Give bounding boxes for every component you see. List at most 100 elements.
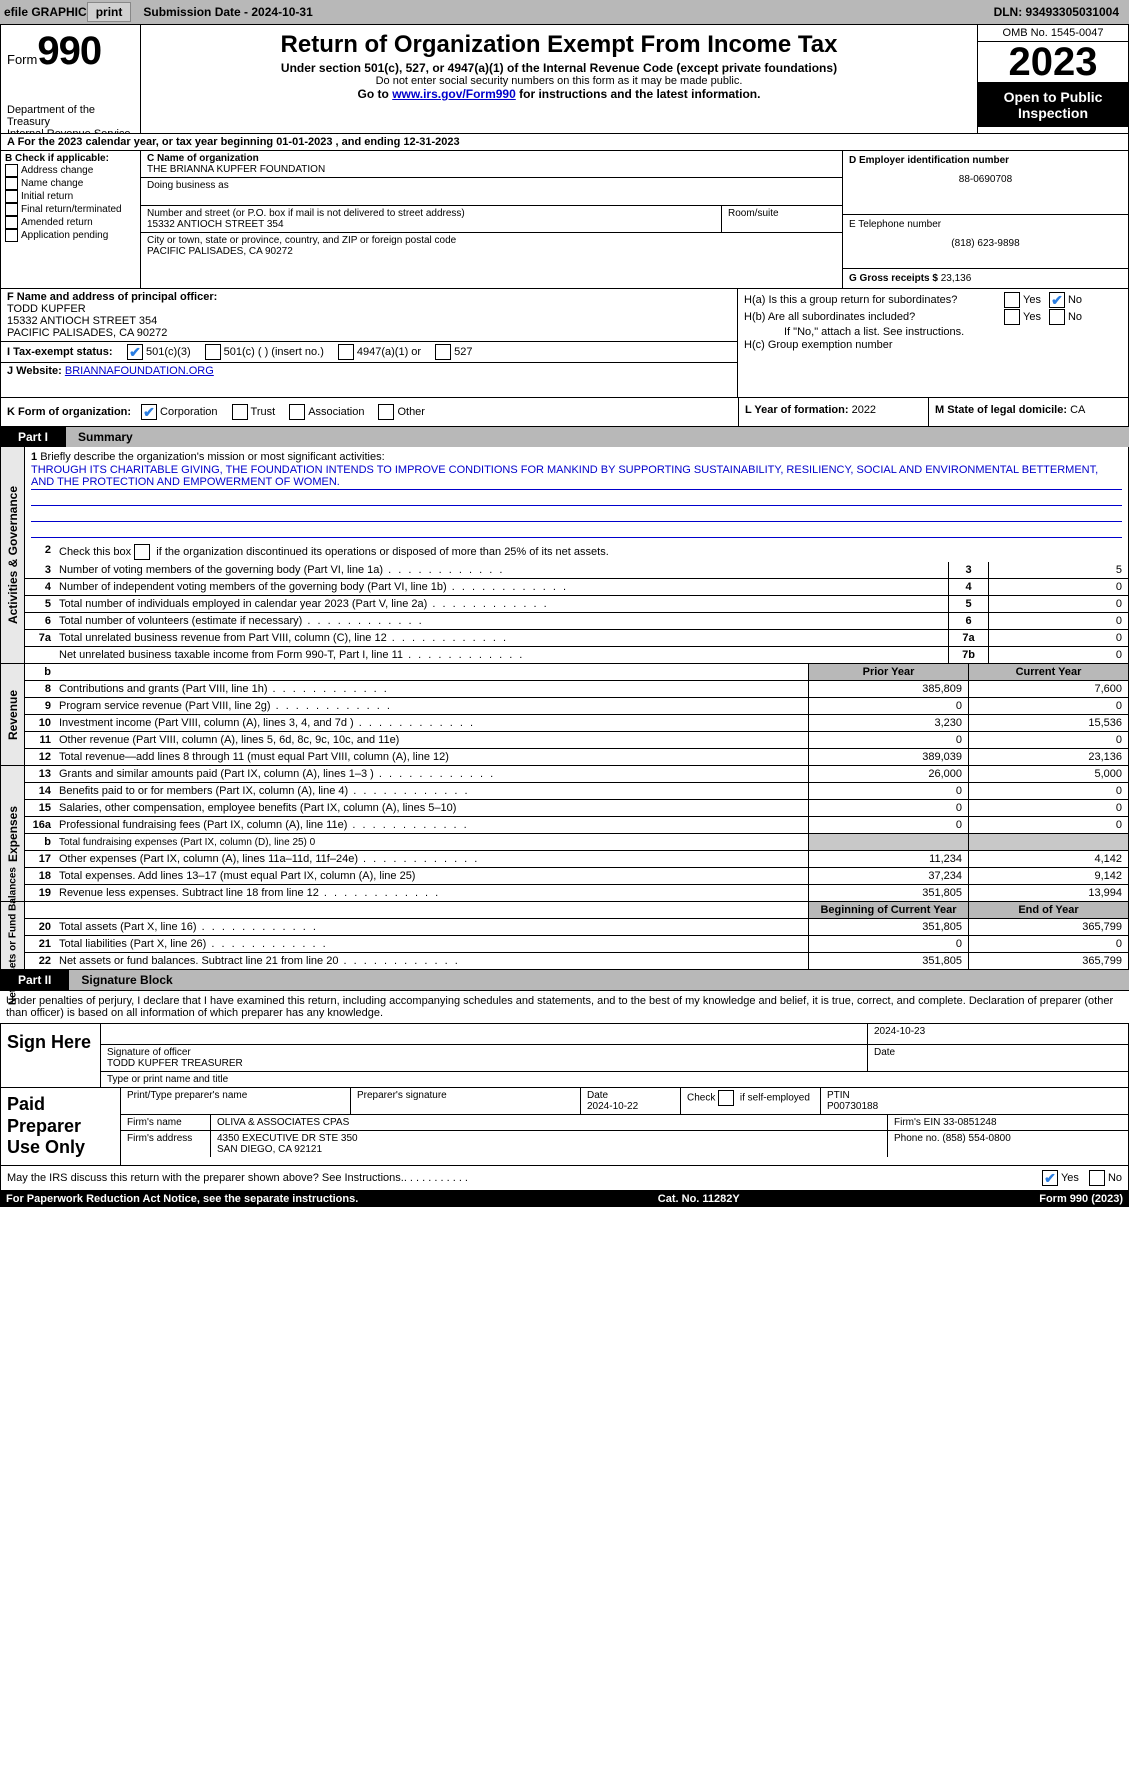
l6-value: 0 <box>988 613 1128 629</box>
efile-label: efile GRAPHIC <box>4 5 87 19</box>
l7a-text: Total unrelated business revenue from Pa… <box>59 632 387 644</box>
cb-amended-return[interactable] <box>5 216 18 229</box>
street-value: 15332 ANTIOCH STREET 354 <box>147 219 715 230</box>
f-label: F Name and address of principal officer: <box>7 291 217 303</box>
l8-cy: 7,600 <box>968 681 1128 697</box>
ssn-note: Do not enter social security numbers on … <box>147 75 971 87</box>
l10-text: Investment income (Part VIII, column (A)… <box>59 717 354 729</box>
l22-cy: 365,799 <box>968 953 1128 969</box>
hb-note: If "No," attach a list. See instructions… <box>744 326 964 338</box>
cb-app-pending[interactable] <box>5 229 18 242</box>
discuss-yes: Yes <box>1061 1172 1079 1184</box>
k-label: K Form of organization: <box>7 406 131 418</box>
cb-501c[interactable] <box>205 344 221 360</box>
discuss-row: May the IRS discuss this return with the… <box>0 1166 1129 1191</box>
l15-text: Salaries, other compensation, employee b… <box>59 802 456 814</box>
opt-trust: Trust <box>251 406 276 418</box>
cb-527[interactable] <box>435 344 451 360</box>
l10-py: 3,230 <box>808 715 968 731</box>
cb-association[interactable] <box>289 404 305 420</box>
boy-header: Beginning of Current Year <box>808 902 968 918</box>
mission-line-2 <box>31 490 1122 506</box>
col-b-check-applicable: B Check if applicable: Address change Na… <box>1 151 141 288</box>
l6-text: Total number of volunteers (estimate if … <box>59 615 302 627</box>
cb-address-change[interactable] <box>5 164 18 177</box>
cb-corporation[interactable] <box>141 404 157 420</box>
side-expenses: Expenses <box>6 805 20 861</box>
city-label: City or town, state or province, country… <box>147 235 836 246</box>
print-button[interactable]: print <box>87 2 132 22</box>
check-self-pre: Check <box>687 1093 718 1104</box>
cb-other[interactable] <box>378 404 394 420</box>
l2-text-pre: Check this box <box>59 546 134 558</box>
l19-cy: 13,994 <box>968 885 1128 901</box>
i-label: I Tax-exempt status: <box>7 346 127 358</box>
cb-discuss-no[interactable] <box>1089 1170 1105 1186</box>
l16a-cy: 0 <box>968 817 1128 833</box>
cb-final-return[interactable] <box>5 203 18 216</box>
sign-here-block: Sign Here 2024-10-23 Signature of office… <box>0 1023 1129 1088</box>
g-label: G Gross receipts $ <box>849 273 938 284</box>
l22-py: 351,805 <box>808 953 968 969</box>
type-name-label: Type or print name and title <box>101 1072 1128 1087</box>
l14-cy: 0 <box>968 783 1128 799</box>
cb-ha-yes[interactable] <box>1004 292 1020 308</box>
sig-officer-label: Signature of officer <box>107 1047 861 1058</box>
cb-hb-no[interactable] <box>1049 309 1065 325</box>
website-link[interactable]: BRIANNAFOUNDATION.ORG <box>65 365 214 377</box>
gross-value: 23,136 <box>941 273 972 284</box>
goto-post: for instructions and the latest informat… <box>516 87 761 101</box>
cb-4947[interactable] <box>338 344 354 360</box>
opt-501c3: 501(c)(3) <box>146 346 191 358</box>
cb-self-employed[interactable] <box>718 1090 734 1106</box>
cb-ha-no[interactable] <box>1049 292 1065 308</box>
firm-addr1: 4350 EXECUTIVE DR STE 350 <box>217 1133 881 1144</box>
cb-discontinued[interactable] <box>134 544 150 560</box>
row-a-calendar-year: A For the 2023 calendar year, or tax yea… <box>0 133 1129 151</box>
l21-text: Total liabilities (Part X, line 26) <box>59 938 206 950</box>
discuss-no: No <box>1108 1172 1122 1184</box>
l11-text: Other revenue (Part VIII, column (A), li… <box>59 734 399 746</box>
mission-line-4 <box>31 522 1122 538</box>
form-header-row: Form990 Department of the Treasury Inter… <box>0 25 1129 145</box>
l13-text: Grants and similar amounts paid (Part IX… <box>59 768 374 780</box>
firm-ein: 33-0851248 <box>943 1117 996 1128</box>
ptin-label: PTIN <box>827 1090 1122 1101</box>
opt-527: 527 <box>454 346 472 358</box>
section-k-l-m: K Form of organization: Corporation Trus… <box>0 398 1129 427</box>
revenue-section: Revenue bPrior YearCurrent Year 8Contrib… <box>0 664 1129 766</box>
opt-501c: 501(c) ( ) (insert no.) <box>224 346 324 358</box>
open-public-badge: Open to Public Inspection <box>978 83 1128 127</box>
l11-py: 0 <box>808 732 968 748</box>
l5-text: Total number of individuals employed in … <box>59 598 427 610</box>
street-label: Number and street (or P.O. box if mail i… <box>147 208 715 219</box>
l15-cy: 0 <box>968 800 1128 816</box>
l11-cy: 0 <box>968 732 1128 748</box>
l4-text: Number of independent voting members of … <box>59 581 447 593</box>
l3-value: 5 <box>988 562 1128 578</box>
prep-date-label: Date <box>587 1090 674 1101</box>
line-1-mission: 1 Briefly describe the organization's mi… <box>25 447 1128 542</box>
firm-ein-label: Firm's EIN <box>894 1117 940 1128</box>
j-label: J Website: <box>7 365 62 377</box>
check-self-post: if self-employed <box>737 1093 810 1104</box>
cb-trust[interactable] <box>232 404 248 420</box>
form-number: Form990 <box>7 29 134 74</box>
opt-name-change: Name change <box>21 178 83 189</box>
dept-treasury: Department of the Treasury <box>7 104 134 128</box>
part-ii-header: Part II Signature Block <box>0 970 1129 990</box>
col-c-org-info: C Name of organization THE BRIANNA KUPFE… <box>141 151 843 288</box>
l10-cy: 15,536 <box>968 715 1128 731</box>
l17-py: 11,234 <box>808 851 968 867</box>
form-word: Form <box>7 52 37 67</box>
firm-name: OLIVA & ASSOCIATES CPAS <box>211 1115 888 1130</box>
cb-501c3[interactable] <box>127 344 143 360</box>
cb-name-change[interactable] <box>5 177 18 190</box>
room-label: Room/suite <box>722 206 842 232</box>
cb-discuss-yes[interactable] <box>1042 1170 1058 1186</box>
l20-text: Total assets (Part X, line 16) <box>59 921 197 933</box>
cb-hb-yes[interactable] <box>1004 309 1020 325</box>
hb-label: H(b) Are all subordinates included? <box>744 311 1004 323</box>
cb-initial-return[interactable] <box>5 190 18 203</box>
irs-link[interactable]: www.irs.gov/Form990 <box>392 87 516 101</box>
